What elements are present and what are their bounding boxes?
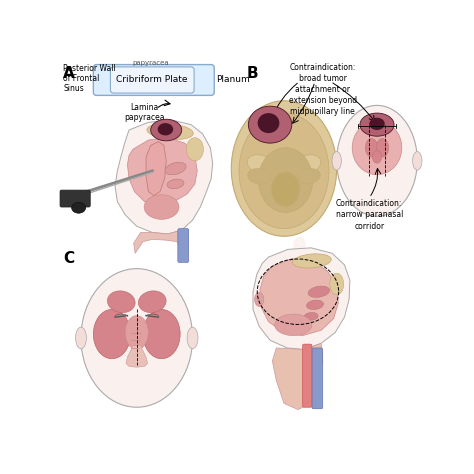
Ellipse shape xyxy=(365,138,378,157)
Polygon shape xyxy=(253,248,350,349)
Ellipse shape xyxy=(294,155,321,174)
Text: Contraindication:
broad tumor
attachment or
extension beyond
midpupillary line: Contraindication: broad tumor attachment… xyxy=(289,63,357,117)
Ellipse shape xyxy=(125,316,148,349)
Ellipse shape xyxy=(297,168,320,184)
FancyBboxPatch shape xyxy=(93,64,214,95)
Ellipse shape xyxy=(258,113,279,133)
Ellipse shape xyxy=(151,119,182,141)
Polygon shape xyxy=(126,346,147,367)
FancyBboxPatch shape xyxy=(178,228,189,263)
Ellipse shape xyxy=(81,269,192,407)
Ellipse shape xyxy=(108,291,135,313)
Text: Planum: Planum xyxy=(216,75,249,84)
Ellipse shape xyxy=(337,105,417,216)
Ellipse shape xyxy=(373,151,382,163)
FancyBboxPatch shape xyxy=(302,344,312,407)
Ellipse shape xyxy=(187,327,198,349)
Ellipse shape xyxy=(352,121,402,175)
Text: Lamina
papyracea: Lamina papyracea xyxy=(124,103,165,122)
Ellipse shape xyxy=(330,273,344,295)
Ellipse shape xyxy=(292,254,331,268)
Ellipse shape xyxy=(75,327,86,349)
Ellipse shape xyxy=(248,168,271,184)
Ellipse shape xyxy=(247,155,274,174)
Ellipse shape xyxy=(308,286,329,297)
Text: B: B xyxy=(247,66,258,81)
Ellipse shape xyxy=(258,148,313,212)
Ellipse shape xyxy=(167,179,184,189)
Ellipse shape xyxy=(255,292,264,306)
Ellipse shape xyxy=(413,152,422,170)
Polygon shape xyxy=(146,142,166,195)
FancyBboxPatch shape xyxy=(60,190,90,207)
Ellipse shape xyxy=(360,113,394,136)
Ellipse shape xyxy=(147,124,193,139)
Text: A: A xyxy=(63,66,75,81)
Text: C: C xyxy=(63,251,74,266)
Ellipse shape xyxy=(248,106,292,143)
Ellipse shape xyxy=(138,291,166,313)
FancyBboxPatch shape xyxy=(110,67,194,93)
Polygon shape xyxy=(134,230,185,257)
Text: Cribriform Plate: Cribriform Plate xyxy=(117,75,188,84)
Text: papyracea: papyracea xyxy=(132,60,169,65)
Ellipse shape xyxy=(72,202,86,213)
Text: Contraindication:
narrow paranasal
corridor: Contraindication: narrow paranasal corri… xyxy=(336,200,403,230)
Ellipse shape xyxy=(272,173,300,206)
Polygon shape xyxy=(115,120,213,234)
Ellipse shape xyxy=(143,310,180,359)
Ellipse shape xyxy=(239,113,329,228)
Ellipse shape xyxy=(332,152,341,170)
Ellipse shape xyxy=(304,312,318,320)
Ellipse shape xyxy=(376,138,389,157)
Polygon shape xyxy=(260,259,338,336)
Ellipse shape xyxy=(144,195,179,219)
Text: Posterior Wall
of Frontal
Sinus: Posterior Wall of Frontal Sinus xyxy=(63,64,116,93)
Ellipse shape xyxy=(158,123,173,136)
FancyBboxPatch shape xyxy=(312,348,323,409)
Ellipse shape xyxy=(231,101,337,237)
Ellipse shape xyxy=(293,237,306,255)
Ellipse shape xyxy=(186,138,203,161)
Ellipse shape xyxy=(165,162,186,175)
Ellipse shape xyxy=(307,300,323,310)
Ellipse shape xyxy=(275,314,312,336)
Polygon shape xyxy=(128,138,197,205)
Ellipse shape xyxy=(93,310,130,359)
Polygon shape xyxy=(273,343,323,410)
Ellipse shape xyxy=(369,118,385,130)
